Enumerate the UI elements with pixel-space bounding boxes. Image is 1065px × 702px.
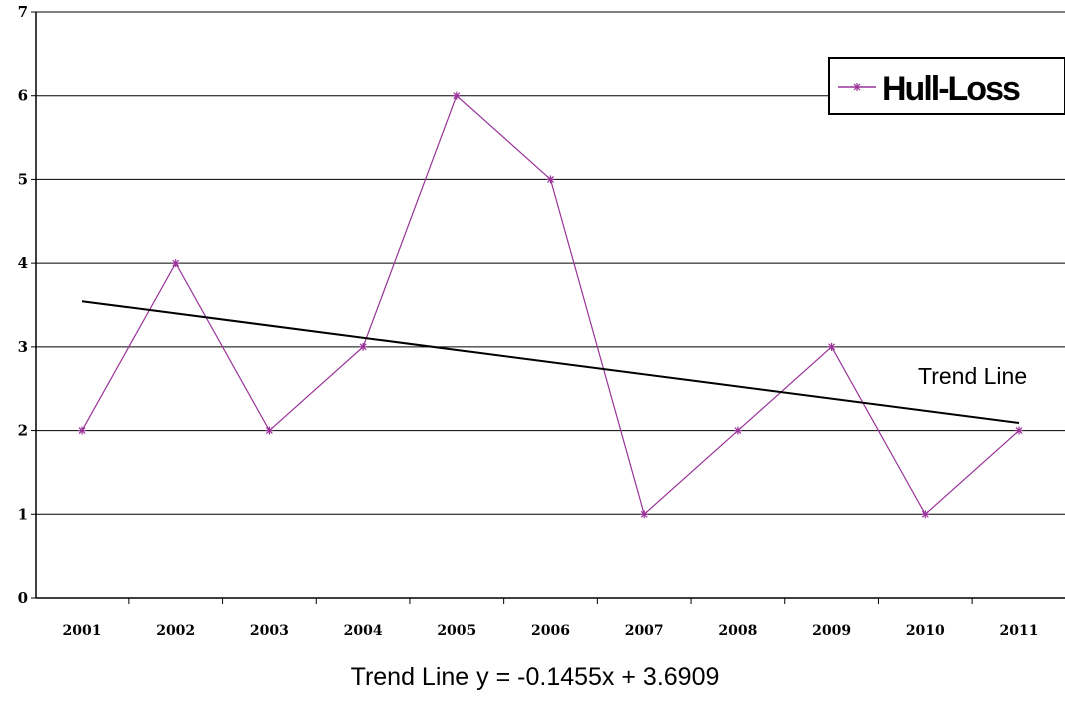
y-tick-label: 7 bbox=[18, 3, 28, 21]
y-tick-label: 4 bbox=[18, 254, 28, 272]
legend: Hull-Loss bbox=[828, 57, 1065, 115]
x-tick-label: 2010 bbox=[906, 623, 945, 639]
trend-line bbox=[81, 300, 1020, 424]
y-tick-label: 3 bbox=[18, 338, 28, 356]
x-tick-label: 2009 bbox=[812, 623, 851, 639]
data-point bbox=[546, 175, 555, 184]
y-tick-label: 6 bbox=[18, 87, 28, 105]
x-tick-label: 2005 bbox=[437, 623, 476, 639]
x-tick-label: 2003 bbox=[250, 623, 289, 639]
x-tick-label: 2004 bbox=[344, 623, 383, 639]
y-tick-label: 1 bbox=[18, 505, 28, 523]
y-tick-label: 0 bbox=[18, 589, 28, 607]
series-layer bbox=[78, 91, 1023, 519]
data-point bbox=[733, 426, 742, 435]
x-tick-label: 2002 bbox=[156, 623, 195, 639]
x-tick-label: 2001 bbox=[63, 623, 102, 639]
y-tick-labels: 0 1 2 3 4 5 6 7 bbox=[18, 3, 28, 607]
data-point bbox=[78, 426, 86, 435]
data-point bbox=[640, 510, 649, 519]
x-tick-labels: 2001 2002 2003 2004 2005 2006 2007 2008 2009 2010… bbox=[63, 623, 1039, 639]
legend-marker-asterisk bbox=[853, 83, 861, 91]
x-tick-label: 2007 bbox=[625, 623, 664, 639]
x-tick-label: 2006 bbox=[531, 623, 570, 639]
axes bbox=[31, 11, 1065, 604]
data-point bbox=[827, 342, 836, 351]
data-point bbox=[921, 510, 930, 519]
trend-layer bbox=[81, 300, 1020, 424]
trend-line-label: Trend Line bbox=[918, 363, 1027, 389]
data-point bbox=[1015, 426, 1023, 435]
data-point bbox=[265, 426, 274, 435]
y-tick-label: 2 bbox=[18, 422, 28, 440]
x-tick-label: 2008 bbox=[718, 623, 757, 639]
trend-equation: Trend Line y = -0.1455x + 3.6909 bbox=[351, 663, 720, 691]
data-point bbox=[359, 342, 368, 351]
data-point bbox=[452, 91, 461, 100]
legend-box bbox=[828, 57, 1065, 115]
x-tick-label: 2011 bbox=[1000, 623, 1039, 639]
data-point bbox=[171, 259, 180, 268]
legend-label: Hull-Loss bbox=[882, 70, 1020, 108]
legend-marker bbox=[853, 83, 861, 91]
y-tick-label: 5 bbox=[18, 170, 28, 188]
series-line-hull-loss bbox=[81, 94, 1020, 516]
